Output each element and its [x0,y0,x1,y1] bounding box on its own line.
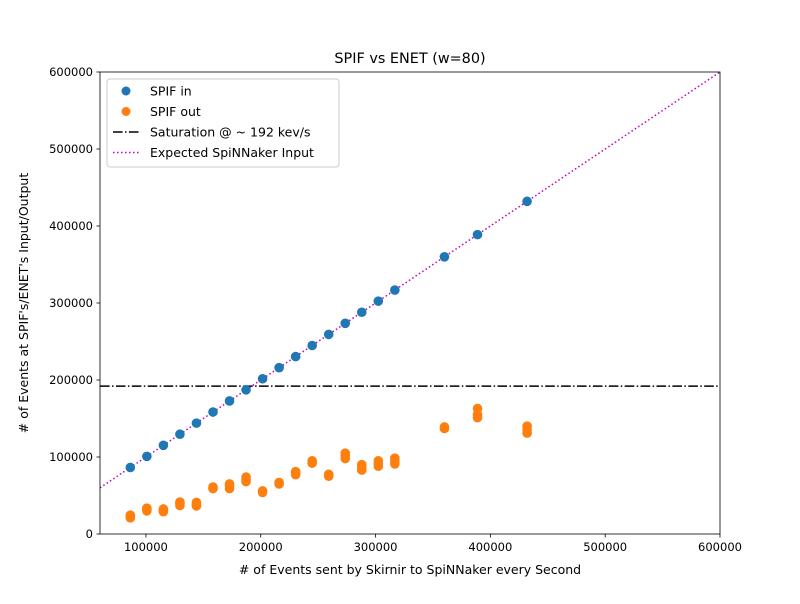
series-0-point-2 [158,440,169,451]
chart-title: SPIF vs ENET (w=80) [334,51,485,67]
series-1-point-5 [142,503,152,514]
series-1-point-31 [307,456,317,466]
series-1-point-16 [208,482,218,492]
x-tick-label-5: 600000 [698,540,742,554]
series-1-point-47 [439,422,450,432]
series-0-point-14 [356,307,367,318]
series-1-point-26 [274,477,284,488]
series-0-point-5 [208,407,218,417]
x-tick-label-1: 200000 [239,540,283,554]
legend-box [106,78,340,168]
series-1-point-2 [125,510,136,520]
series-0-point-9 [274,362,284,373]
y-axis-label: # of Events at SPIF's/ENET's Input/Outpu… [16,173,31,434]
legend-label-0: SPIF in [150,84,192,99]
series-1-point-14 [191,497,202,508]
y-tick-label-4: 400000 [49,219,93,233]
legend-marker-0 [121,86,131,96]
series-0-point-15 [373,296,384,306]
legend-label-1: SPIF out [150,104,201,119]
series-1-point-39 [356,459,367,470]
legend-label-3: Expected SpiNNaker Input [150,145,314,160]
legend: SPIF in SPIF out Saturation @ ~ 192 kev/s E… [106,78,340,168]
series-0-point-13 [340,318,351,329]
series-0-point-16 [390,285,400,295]
series-1-point-19 [224,479,235,489]
y-tick-label-5: 500000 [49,142,93,156]
series-0-point-19 [522,196,532,207]
series-0-point-3 [175,429,185,440]
series-0-point-11 [307,340,317,351]
series-1-point-53 [522,421,532,432]
plot-clip-group [100,72,720,523]
series-0-point-0 [125,462,136,473]
axes: 100000 200000 300000 400000 500000 600000 0 100… [49,65,742,554]
series-0-point-18 [472,229,483,240]
series-0-point-4 [191,418,202,428]
series-1-point-29 [290,466,301,477]
y-tick-label-6: 600000 [49,65,93,79]
plot-area [100,72,720,523]
series-1-point-11 [175,497,185,507]
series-0-point-17 [439,251,450,262]
series-0-point-7 [241,385,251,395]
series-0-point-1 [142,451,152,462]
series-1-point-36 [340,448,351,458]
series-0-point-6 [224,396,235,406]
y-tick-label-2: 200000 [49,373,93,387]
x-tick-label-3: 400000 [468,540,512,554]
legend-marker-1 [121,107,131,116]
series-0-point-8 [257,373,268,384]
series-0-point-12 [323,329,334,340]
y-tick-label-0: 0 [86,527,93,541]
x-tick-label-4: 500000 [583,540,627,554]
x-tick-label-2: 300000 [354,540,398,554]
x-tick-label-0: 100000 [124,540,168,554]
series-1-point-8 [158,504,169,514]
series-1-point-45 [390,453,400,463]
series-1-point-50 [472,403,483,414]
series-1-point-24 [257,486,268,496]
x-axis-label: # of Events sent by Skirnir to SpiNNaker… [239,562,581,577]
series-1-point-42 [373,456,384,466]
series-1-point-33 [323,469,334,480]
series-0-point-10 [290,351,301,362]
legend-label-2: Saturation @ ~ 192 kev/s [150,125,311,140]
series-1-point-22 [241,472,251,482]
y-tick-label-3: 300000 [49,296,93,310]
y-tick-label-1: 100000 [49,450,93,464]
series-3-expected-line [100,72,720,489]
